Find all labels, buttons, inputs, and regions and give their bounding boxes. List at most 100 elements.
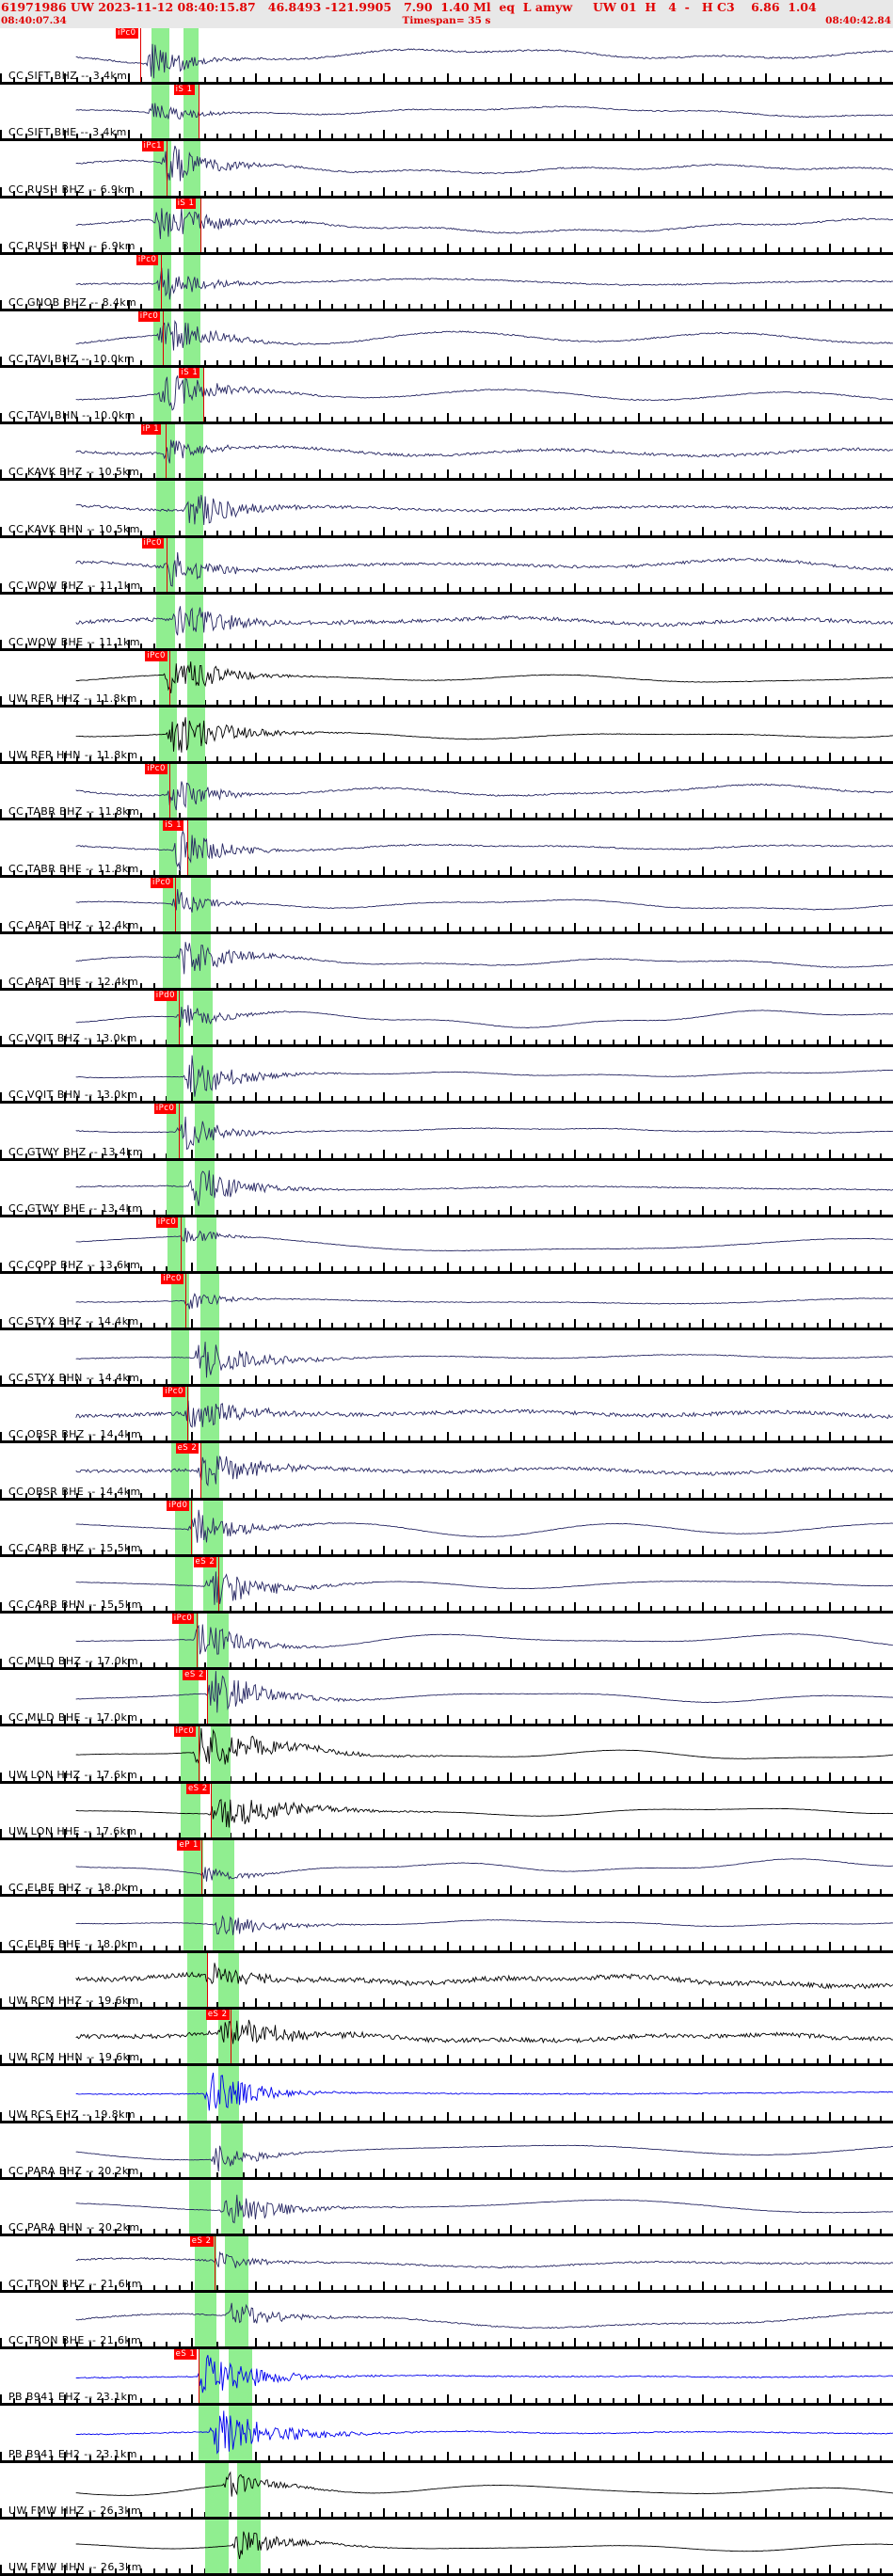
phase-pick-label[interactable]: iP 1 — [140, 424, 162, 436]
tick-minor — [726, 1209, 729, 1215]
phase-pick-label[interactable]: iS 1 — [163, 820, 184, 832]
trace-panel[interactable]: iPc0 CC SIFT BHZ -- 3.4km — [0, 28, 893, 86]
trace-panel[interactable]: iPc0 CC ARAT BHZ -- 12.4km — [0, 877, 893, 934]
tick-minor — [178, 530, 181, 535]
phase-pick-label[interactable]: iPd0 — [153, 991, 178, 1002]
tick-minor — [777, 417, 780, 422]
trace-panel[interactable]: UW RER HHN -- 11.8km — [0, 708, 893, 765]
phase-pick-label[interactable]: iPc0 — [153, 1104, 177, 1115]
trace-panel[interactable]: iPc1 CC RUSH BHZ -- 6.9km — [0, 141, 893, 199]
trace-panel[interactable]: iPc0 CC WQW BHZ -- 11.1km — [0, 537, 893, 595]
tick-major — [63, 2338, 66, 2347]
trace-panel[interactable]: CC STYX BHN -- 14.4km — [0, 1330, 893, 1388]
trace-panel[interactable]: CC KAVK BHN -- 10.5km — [0, 481, 893, 538]
tick-minor — [12, 1040, 15, 1045]
tick-major — [574, 1205, 577, 1215]
trace-panel[interactable]: iPc0 CC TAVI BHZ -- 10.0km — [0, 310, 893, 369]
phase-pick-label[interactable]: iPc0 — [151, 877, 173, 888]
trace-panel[interactable]: iP 1 CC KAVK BHZ -- 10.5km — [0, 424, 893, 482]
trace-panel[interactable]: iPc0 UW LON HHZ -- 17.6km — [0, 1726, 893, 1784]
trace-panel[interactable]: iPc0 CC MILD BHZ -- 17.0km — [0, 1613, 893, 1671]
phase-pick-label[interactable]: iS 1 — [179, 368, 200, 379]
trace-panel[interactable]: iPd0 CC CARB BHZ -- 15.5km — [0, 1500, 893, 1557]
phase-pick-label[interactable]: iPc0 — [136, 254, 159, 265]
phase-pick-label[interactable]: iPc0 — [173, 1726, 197, 1738]
phase-pick-label[interactable]: iPc0 — [145, 650, 167, 661]
trace-panel[interactable]: UW FMW HHN -- 26.3km — [0, 2519, 893, 2576]
phase-pick-label[interactable]: iS 1 — [175, 198, 197, 209]
trace-panel[interactable]: iPc0 CC OBSR BHZ -- 14.4km — [0, 1387, 893, 1444]
trace-panel[interactable]: iPc0 CC COPP BHZ -- 13.6km — [0, 1216, 893, 1274]
trace-panel[interactable]: eS 2 CC MILD BHE -- 17.0km — [0, 1670, 893, 1727]
trace-panel[interactable]: UW FMW HHZ -- 26.3km — [0, 2462, 893, 2520]
tick-minor — [331, 360, 334, 366]
waveform — [0, 595, 893, 651]
phase-pick-label[interactable]: iPd0 — [167, 1500, 190, 1511]
phase-pick-label[interactable]: eS 2 — [189, 2235, 214, 2247]
tick-minor — [433, 1946, 436, 1951]
tick-minor — [280, 2568, 283, 2573]
trace-panel[interactable]: iPc0 CC GTWY BHZ -- 13.4km — [0, 1104, 893, 1161]
tick-major — [318, 2055, 321, 2064]
tick-minor — [804, 2285, 806, 2291]
phase-pick-label[interactable]: iS 1 — [173, 85, 195, 96]
phase-pick-label[interactable]: eS 2 — [193, 1556, 217, 1567]
phase-pick-label[interactable]: iPc0 — [137, 310, 161, 322]
trace-panel[interactable]: CC ARAT BHE -- 12.4km — [0, 933, 893, 992]
trace-panel[interactable]: eS 2 UW RCM HHN -- 19.6km — [0, 2010, 893, 2067]
tick-minor — [880, 417, 883, 422]
phase-pick-label[interactable]: iPc0 — [155, 1216, 179, 1228]
trace-panel[interactable]: eS 2 CC TRON BHZ -- 21.6km — [0, 2235, 893, 2294]
phase-pick-label[interactable]: iPc0 — [145, 764, 167, 775]
phase-pick-label[interactable]: eS 2 — [205, 2010, 230, 2021]
trace-panel[interactable]: PB B941 EH2 -- 23.1km — [0, 2406, 893, 2463]
tick-minor — [203, 530, 206, 535]
phase-pick-label[interactable]: eS 2 — [183, 1670, 206, 1681]
trace-panel[interactable]: iPc0 CC GNOB BHZ -- 8.4km — [0, 254, 893, 311]
phase-pick-label[interactable]: iPc0 — [161, 1273, 183, 1284]
trace-panel[interactable]: CC PARA BHZ -- 20.2km — [0, 2123, 893, 2180]
phase-pick-label[interactable]: eS 1 — [173, 2349, 198, 2361]
phase-pick-label[interactable]: eS 2 — [175, 1443, 199, 1455]
trace-panel[interactable]: eS 2 CC CARB BHN -- 15.5km — [0, 1556, 893, 1614]
trace-panel[interactable]: UW RCS EHZ -- 19.8km — [0, 2066, 893, 2123]
phase-pick-label[interactable]: iPc0 — [141, 537, 165, 549]
phase-pick-label[interactable]: eS 2 — [185, 1783, 210, 1794]
tick-minor — [459, 1209, 462, 1215]
trace-panel[interactable]: CC VQIT BHN -- 13.0km — [0, 1047, 893, 1105]
phase-pick-label[interactable]: iPc0 — [171, 1613, 195, 1624]
trace-panel[interactable]: CC GTWY BHE -- 13.4km — [0, 1160, 893, 1217]
trace-panel[interactable]: eS 2 CC OBSR BHE -- 14.4km — [0, 1443, 893, 1501]
trace-panel[interactable]: eP 1 CC ELBE BHZ -- 18.0km — [0, 1839, 893, 1897]
phase-pick-label[interactable]: iPc1 — [141, 141, 165, 152]
tick-minor — [816, 643, 819, 648]
tick-major — [510, 469, 513, 479]
trace-panel[interactable]: CC ELBE BHE -- 18.0km — [0, 1896, 893, 1954]
phase-pick-label[interactable]: iPc0 — [115, 28, 138, 39]
tick-major — [255, 1998, 258, 2008]
trace-panel[interactable]: iS 1 CC SIFT BHE -- 3.4km — [0, 85, 893, 142]
trace-panel[interactable]: iPc0 CC STYX BHZ -- 14.4km — [0, 1273, 893, 1331]
phase-pick-label[interactable]: eP 1 — [177, 1839, 200, 1851]
trace-panel[interactable]: iS 1 CC TAVI BHN -- 10.0km — [0, 368, 893, 425]
tick-minor — [841, 530, 844, 535]
tick-minor — [740, 190, 742, 196]
trace-panel[interactable]: iPd0 CC VQIT BHZ -- 13.0km — [0, 991, 893, 1048]
trace-panel[interactable]: eS 2 UW LON HHE -- 17.6km — [0, 1783, 893, 1840]
trace-panel[interactable]: CC WQW BHE -- 11.1km — [0, 594, 893, 651]
phase-pick-label[interactable]: iPc0 — [163, 1387, 185, 1398]
time-axis-header: 08:40:07.34 Timespan= 35 s 08:40:42.84 — [0, 14, 893, 28]
trace-panel[interactable]: CC TRON BHE -- 21.6km — [0, 2293, 893, 2350]
trace-panel[interactable]: eS 1 PB B941 EHZ -- 23.1km — [0, 2349, 893, 2407]
trace-panel[interactable]: iPc0 CC TABR BHZ -- 11.8km — [0, 764, 893, 821]
tick-major — [446, 1884, 449, 1894]
tick-major — [765, 1205, 768, 1215]
tick-major — [510, 1488, 513, 1498]
trace-panel[interactable]: iS 1 CC TABR BHE -- 11.8km — [0, 820, 893, 878]
trace-panel[interactable]: iPc0 UW RER HHZ -- 11.8km — [0, 650, 893, 708]
tick-minor — [115, 1323, 117, 1328]
trace-panel[interactable]: CC PARA BHN -- 20.2km — [0, 2179, 893, 2236]
tick-minor — [522, 2455, 525, 2460]
trace-panel[interactable]: iS 1 CC RUSH BHN -- 6.9km — [0, 198, 893, 255]
trace-panel[interactable]: UW RCM HHZ -- 19.6km — [0, 1953, 893, 2011]
